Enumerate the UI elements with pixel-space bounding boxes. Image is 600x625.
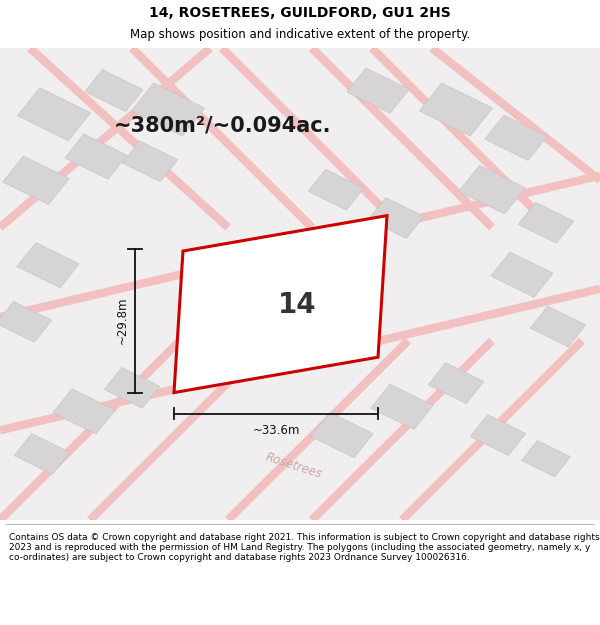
- Text: 14: 14: [278, 291, 316, 319]
- Polygon shape: [521, 441, 571, 477]
- Text: ~29.8m: ~29.8m: [115, 297, 128, 344]
- Text: Rosetrees: Rosetrees: [264, 451, 324, 481]
- Polygon shape: [131, 83, 205, 136]
- Polygon shape: [371, 384, 433, 429]
- Text: ~380m²/~0.094ac.: ~380m²/~0.094ac.: [113, 116, 331, 136]
- Polygon shape: [485, 115, 547, 161]
- Polygon shape: [0, 301, 52, 343]
- Polygon shape: [459, 166, 525, 214]
- Polygon shape: [17, 88, 91, 141]
- Polygon shape: [518, 202, 574, 243]
- Text: Contains OS data © Crown copyright and database right 2021. This information is : Contains OS data © Crown copyright and d…: [9, 532, 599, 562]
- Polygon shape: [104, 368, 160, 408]
- Polygon shape: [491, 252, 553, 298]
- Polygon shape: [122, 141, 178, 182]
- Polygon shape: [419, 83, 493, 136]
- Polygon shape: [85, 69, 143, 112]
- Polygon shape: [3, 156, 69, 204]
- Polygon shape: [470, 414, 526, 456]
- Text: 14, ROSETREES, GUILDFORD, GU1 2HS: 14, ROSETREES, GUILDFORD, GU1 2HS: [149, 6, 451, 21]
- Text: Map shows position and indicative extent of the property.: Map shows position and indicative extent…: [130, 28, 470, 41]
- Polygon shape: [65, 134, 127, 179]
- Polygon shape: [368, 198, 424, 238]
- Polygon shape: [428, 362, 484, 404]
- Polygon shape: [347, 68, 409, 113]
- Polygon shape: [53, 389, 115, 434]
- Text: ~33.6m: ~33.6m: [253, 424, 299, 437]
- Polygon shape: [530, 306, 586, 347]
- Polygon shape: [308, 169, 364, 210]
- Polygon shape: [311, 412, 373, 458]
- Polygon shape: [174, 216, 387, 392]
- Polygon shape: [14, 434, 70, 474]
- Polygon shape: [17, 242, 79, 288]
